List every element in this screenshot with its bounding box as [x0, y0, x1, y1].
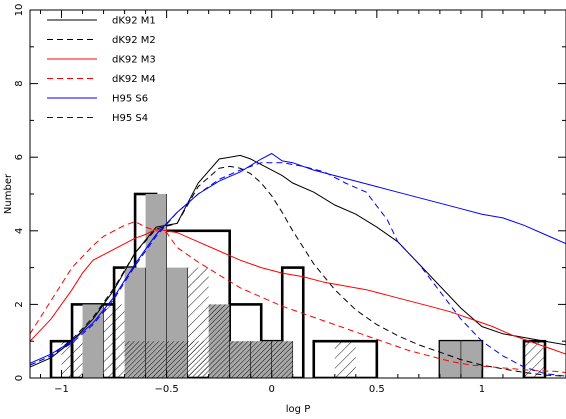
gray-fill-bar — [82, 304, 104, 378]
outline-thick-black-bar — [280, 266, 305, 378]
x-axis-label: log P — [286, 404, 310, 415]
light-hatch-bar — [103, 304, 125, 378]
legend-label: dK92 M2 — [112, 35, 156, 46]
legend-label: H95 S4 — [112, 113, 148, 124]
y-tick-label: 2 — [14, 301, 25, 307]
series-line-4 — [30, 221, 566, 373]
y-tick-label: 10 — [14, 4, 25, 17]
series-line-5 — [30, 152, 566, 364]
series-line-6 — [30, 162, 566, 377]
dark-hatch-bar — [229, 341, 293, 378]
series-line-3 — [30, 228, 566, 355]
y-tick-label: 0 — [14, 375, 25, 381]
gray-fill-bar — [439, 341, 461, 378]
light-hatch-bar — [61, 341, 83, 378]
y-tick-label: 4 — [14, 228, 25, 234]
legend: dK92 M1 dK92 M2 dK92 M3 dK92 M4 H95 S6 H95 S4 — [47, 16, 156, 124]
y-tick-label: 6 — [14, 154, 25, 160]
x-tick-label: −1 — [54, 384, 69, 395]
series-line-2 — [30, 165, 566, 377]
x-tick-label: 0 — [269, 384, 275, 395]
y-axis-label: Number — [3, 173, 14, 214]
gray-fill-bar — [145, 194, 167, 378]
legend-label: dK92 M1 — [112, 16, 156, 27]
y-tick-label: 8 — [14, 80, 25, 86]
dark-hatch-bar — [208, 304, 230, 378]
legend-label: H95 S6 — [112, 94, 148, 105]
histogram-layer — [49, 192, 547, 378]
x-tick-label: −0.5 — [154, 384, 178, 395]
light-hatch-bar — [334, 341, 356, 378]
legend-label: dK92 M4 — [112, 74, 156, 85]
x-tick-label: 0.5 — [369, 384, 385, 395]
curve-layer — [30, 152, 566, 377]
x-tick-label: 1 — [479, 384, 485, 395]
legend-label: dK92 M3 — [112, 55, 156, 66]
gray-fill-bar — [460, 341, 482, 378]
